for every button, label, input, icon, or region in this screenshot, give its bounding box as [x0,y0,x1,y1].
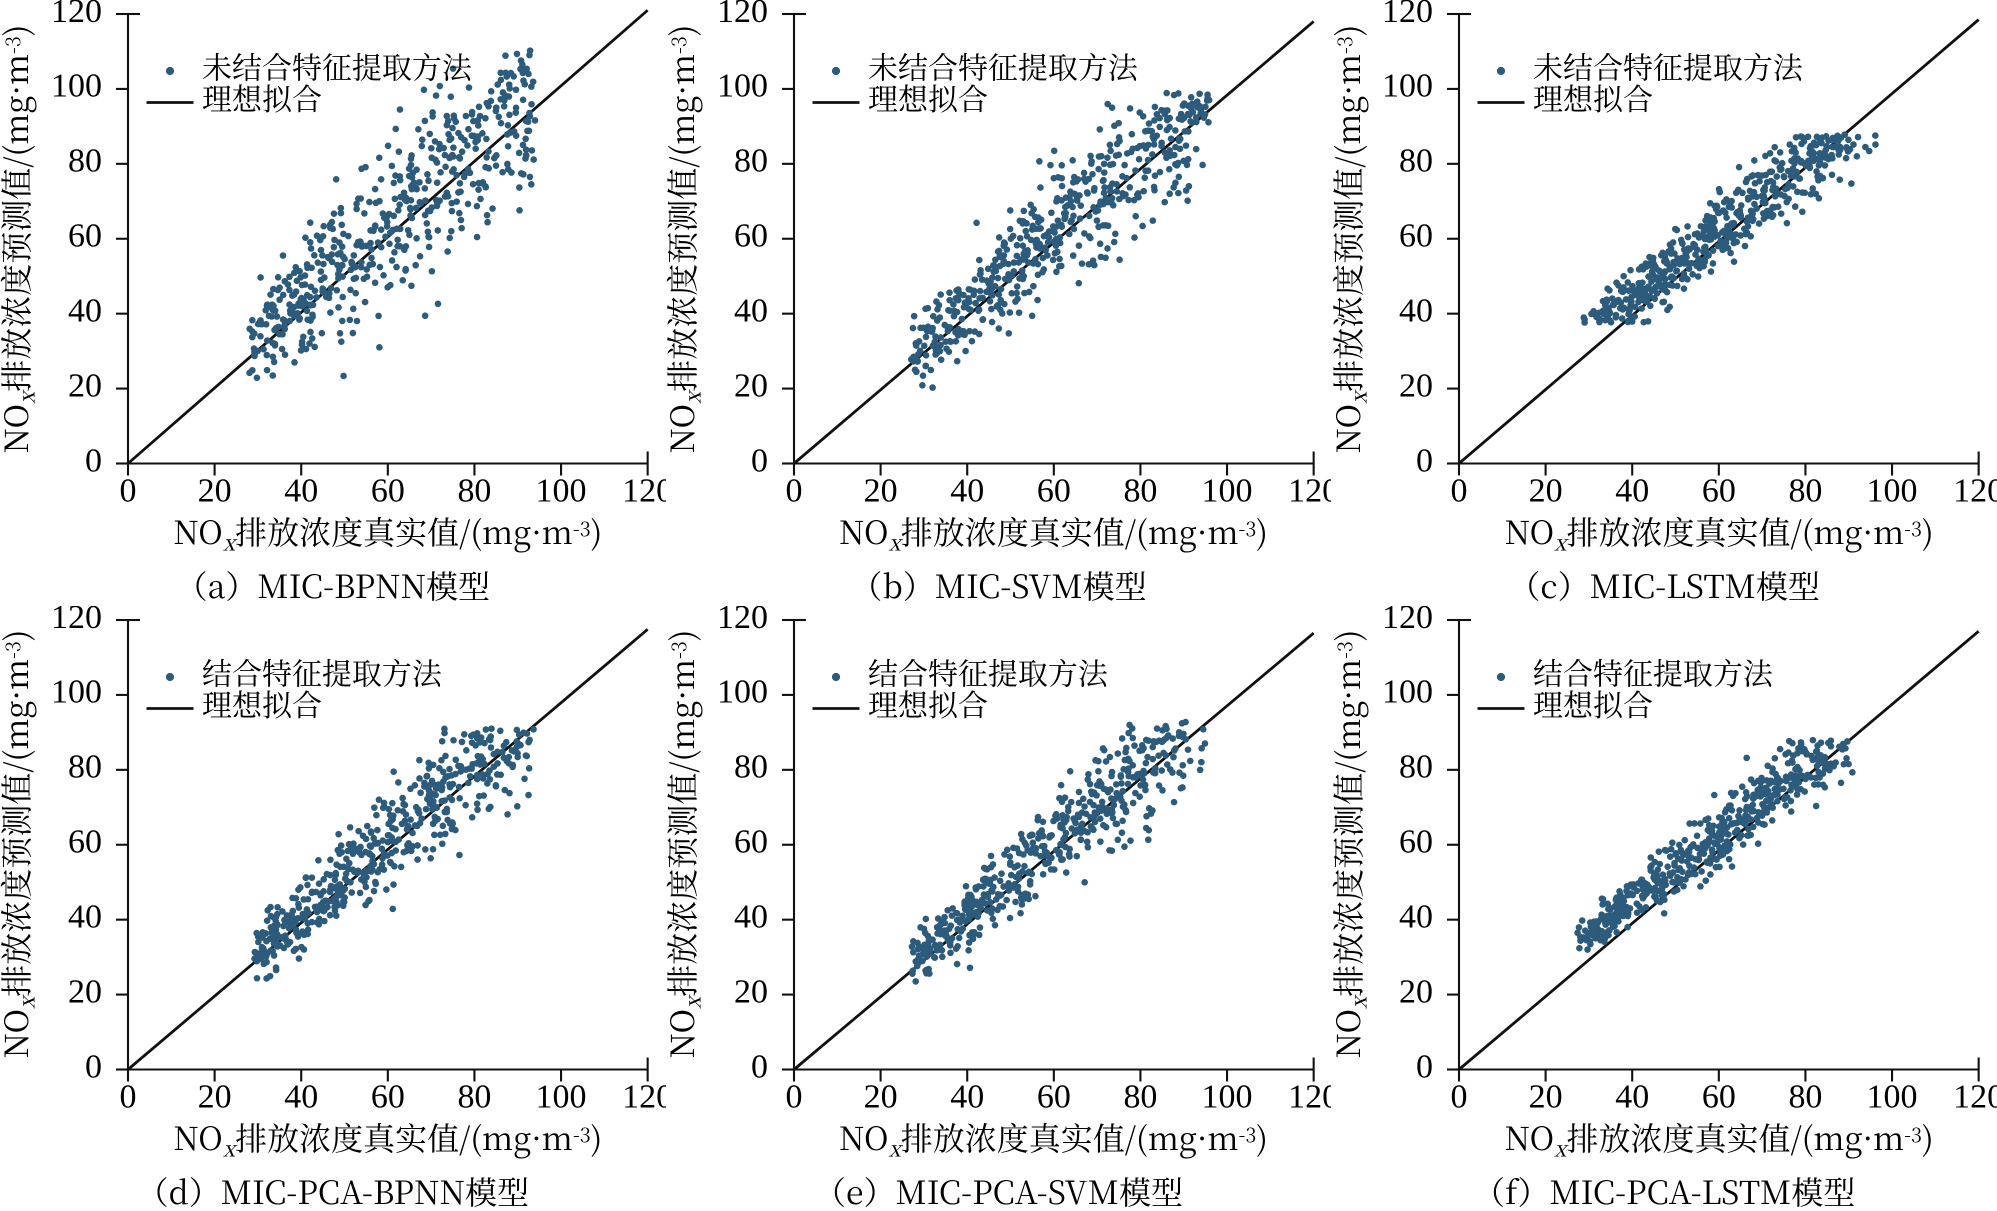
svg-text:20: 20 [198,472,232,509]
svg-text:80: 80 [734,748,768,785]
svg-text:60: 60 [68,823,102,860]
svg-text:理想拟合: 理想拟合 [868,75,988,119]
svg-text:40: 40 [950,472,984,509]
svg-text:0: 0 [85,442,102,479]
svg-text:0: 0 [751,1048,768,1085]
svg-text:60: 60 [371,1078,405,1115]
svg-text:40: 40 [1399,898,1433,935]
svg-text:40: 40 [734,898,768,935]
svg-text:120: 120 [1953,472,1996,509]
svg-text:60: 60 [68,218,102,255]
svg-text:20: 20 [1529,1078,1563,1115]
svg-text:80: 80 [457,1078,491,1115]
svg-text:20: 20 [734,973,768,1010]
svg-text:80: 80 [1789,1078,1823,1115]
svg-text:100: 100 [1201,1078,1252,1115]
svg-text:100: 100 [51,673,102,710]
svg-text:100: 100 [717,68,768,105]
svg-text:40: 40 [1616,1078,1650,1115]
svg-text:120: 120 [1288,1078,1331,1115]
svg-text:60: 60 [734,218,768,255]
svg-text:20: 20 [1399,973,1433,1010]
svg-text:100: 100 [1867,1078,1918,1115]
svg-text:0: 0 [1451,1078,1468,1115]
svg-text:120: 120 [51,0,102,30]
svg-text:60: 60 [371,472,405,509]
svg-text:120: 120 [622,472,665,509]
svg-text:40: 40 [284,1078,318,1115]
svg-text:40: 40 [950,1078,984,1115]
svg-text:40: 40 [1399,292,1433,329]
svg-text:0: 0 [85,1048,102,1085]
svg-text:80: 80 [457,472,491,509]
svg-text:100: 100 [536,1078,587,1115]
svg-text:0: 0 [1416,442,1433,479]
svg-text:理想拟合: 理想拟合 [1533,75,1653,119]
svg-text:100: 100 [51,68,102,105]
svg-text:80: 80 [1123,1078,1157,1115]
svg-text:120: 120 [717,606,768,636]
svg-text:100: 100 [1382,68,1433,105]
svg-text:20: 20 [863,472,897,509]
svg-text:20: 20 [1399,367,1433,404]
svg-text:0: 0 [1416,1048,1433,1085]
svg-text:60: 60 [734,823,768,860]
svg-text:100: 100 [717,673,768,710]
svg-text:100: 100 [1382,673,1433,710]
svg-text:0: 0 [785,472,802,509]
svg-text:理想拟合: 理想拟合 [202,75,322,119]
svg-text:理想拟合: 理想拟合 [202,681,322,725]
svg-text:80: 80 [734,143,768,180]
svg-text:80: 80 [1789,472,1823,509]
svg-text:40: 40 [734,292,768,329]
svg-text:80: 80 [68,748,102,785]
svg-text:40: 40 [68,292,102,329]
svg-text:80: 80 [1123,472,1157,509]
svg-text:120: 120 [717,0,768,30]
svg-text:40: 40 [68,898,102,935]
svg-text:120: 120 [622,1078,665,1115]
svg-text:100: 100 [1201,472,1252,509]
svg-text:20: 20 [68,367,102,404]
svg-text:20: 20 [1529,472,1563,509]
svg-text:40: 40 [284,472,318,509]
svg-text:0: 0 [785,1078,802,1115]
svg-text:120: 120 [1382,606,1433,636]
svg-text:20: 20 [734,367,768,404]
svg-text:0: 0 [119,1078,136,1115]
svg-text:理想拟合: 理想拟合 [1533,681,1653,725]
svg-text:60: 60 [1399,218,1433,255]
svg-text:60: 60 [1036,1078,1070,1115]
svg-text:80: 80 [1399,143,1433,180]
svg-text:120: 120 [51,606,102,636]
svg-text:60: 60 [1702,1078,1736,1115]
svg-text:120: 120 [1953,1078,1996,1115]
svg-text:0: 0 [1451,472,1468,509]
svg-text:20: 20 [863,1078,897,1115]
svg-text:60: 60 [1036,472,1070,509]
svg-text:120: 120 [1382,0,1433,30]
svg-text:120: 120 [1288,472,1331,509]
svg-text:20: 20 [198,1078,232,1115]
svg-text:0: 0 [751,442,768,479]
svg-text:0: 0 [119,472,136,509]
svg-text:40: 40 [1616,472,1650,509]
svg-text:20: 20 [68,973,102,1010]
svg-text:60: 60 [1399,823,1433,860]
svg-text:理想拟合: 理想拟合 [868,681,988,725]
svg-text:80: 80 [68,143,102,180]
svg-text:60: 60 [1702,472,1736,509]
svg-text:100: 100 [1867,472,1918,509]
svg-text:80: 80 [1399,748,1433,785]
svg-text:100: 100 [536,472,587,509]
